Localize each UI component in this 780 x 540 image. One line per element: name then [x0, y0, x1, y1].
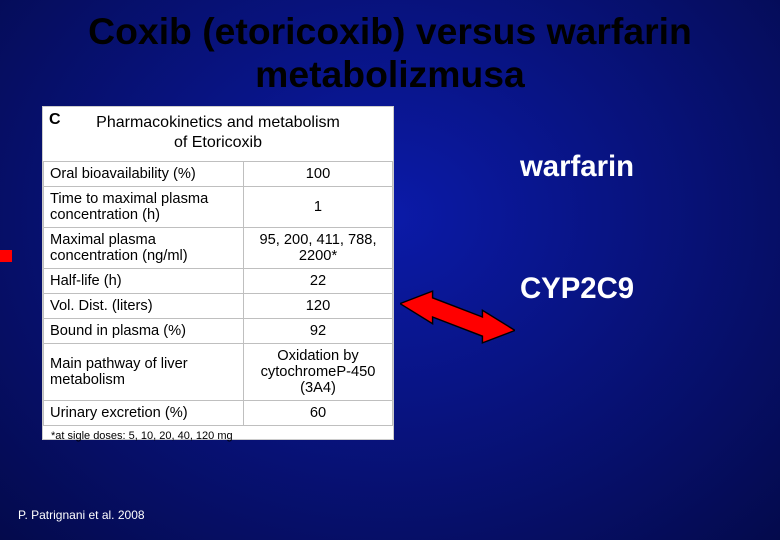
title-line-1: Coxib (etoricoxib) versus warfarin	[88, 10, 692, 52]
row-value: 100	[244, 162, 393, 187]
table-row: Urinary excretion (%)60	[44, 401, 393, 426]
pk-table: Oral bioavailability (%)100Time to maxim…	[43, 161, 393, 426]
row-label: Vol. Dist. (liters)	[44, 294, 244, 319]
decor-red-square	[0, 250, 12, 262]
row-value: 95, 200, 411, 788, 2200*	[244, 228, 393, 269]
row-value: 1	[244, 187, 393, 228]
table-row: Vol. Dist. (liters)120	[44, 294, 393, 319]
row-value: 120	[244, 294, 393, 319]
row-label: Oral bioavailability (%)	[44, 162, 244, 187]
row-label: Main pathway of liver metabolism	[44, 344, 244, 401]
panel-tag: C	[49, 111, 61, 129]
row-label: Maximal plasma concentration (ng/ml)	[44, 228, 244, 269]
slide-title: Coxib (etoricoxib) versus warfarin metab…	[0, 10, 780, 96]
row-value: Oxidation by cytochromeP-450 (3A4)	[244, 344, 393, 401]
panel-header-line-1: Pharmacokinetics and metabolism	[96, 114, 340, 131]
row-label: Half-life (h)	[44, 269, 244, 294]
row-label: Time to maximal plasma concentration (h)	[44, 187, 244, 228]
row-label: Urinary excretion (%)	[44, 401, 244, 426]
slide-background: Coxib (etoricoxib) versus warfarin metab…	[0, 0, 780, 540]
pk-table-panel: C Pharmacokinetics and metabolism of Eto…	[42, 106, 394, 440]
row-value: 22	[244, 269, 393, 294]
table-row: Half-life (h)22	[44, 269, 393, 294]
table-row: Maximal plasma concentration (ng/ml)95, …	[44, 228, 393, 269]
panel-header: Pharmacokinetics and metabolism of Etori…	[43, 107, 393, 161]
table-footnote: *at sigle doses: 5, 10, 20, 40, 120 mg	[43, 426, 393, 446]
label-cyp2c9: CYP2C9	[520, 272, 634, 306]
table-row: Bound in plasma (%)92	[44, 319, 393, 344]
row-value: 60	[244, 401, 393, 426]
double-arrow-icon	[400, 288, 515, 346]
row-label: Bound in plasma (%)	[44, 319, 244, 344]
table-row: Time to maximal plasma concentration (h)…	[44, 187, 393, 228]
table-row: Oral bioavailability (%)100	[44, 162, 393, 187]
title-line-2: metabolizmusa	[255, 53, 525, 95]
citation: P. Patrignani et al. 2008	[18, 508, 145, 522]
label-warfarin: warfarin	[520, 150, 634, 184]
table-row: Main pathway of liver metabolismOxidatio…	[44, 344, 393, 401]
row-value: 92	[244, 319, 393, 344]
panel-header-line-2: of Etoricoxib	[174, 134, 262, 151]
